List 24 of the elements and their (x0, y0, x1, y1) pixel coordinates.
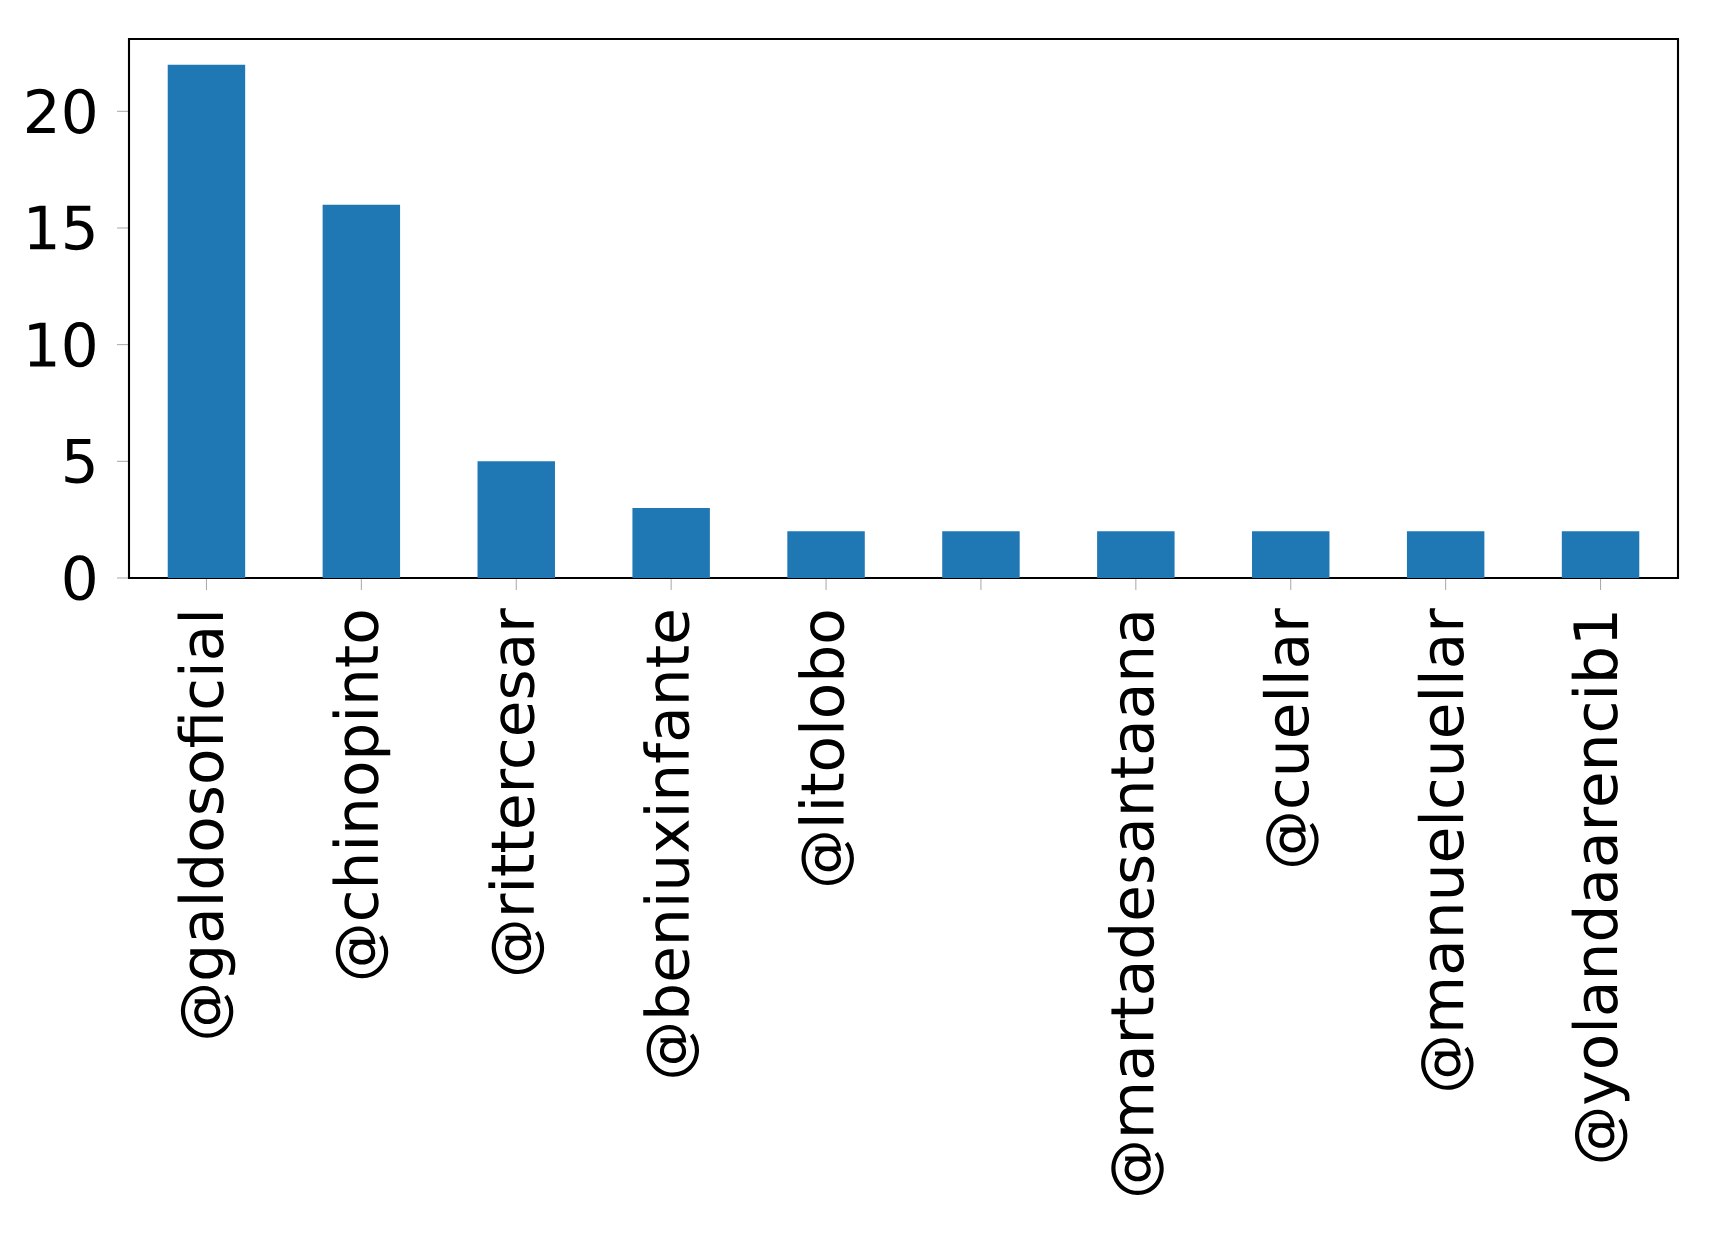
y-tick-label: 10 (29, 322, 95, 368)
y-tick-label: 15 (29, 205, 94, 251)
bar (942, 531, 1020, 578)
bar (1406, 531, 1485, 578)
bar (787, 531, 865, 578)
x-tick-label: @cuellar (1262, 608, 1319, 866)
bar (477, 461, 555, 578)
y-tick-label: 5 (65, 439, 94, 484)
bar (1561, 531, 1640, 578)
x-tick-label: @chinopinto (332, 611, 391, 979)
x-tick-label: @litolobo (798, 611, 854, 885)
bar (167, 64, 246, 578)
bar (1097, 531, 1175, 578)
x-tick-label: @rittercesar (488, 608, 545, 975)
bar (632, 507, 710, 578)
x-tick-label: @manuelcuellar (1417, 608, 1474, 1090)
y-tick-label: 20 (27, 88, 95, 134)
bar (322, 204, 401, 578)
bar (1252, 531, 1330, 578)
x-tick-label: @yolandaarencib1 (1571, 613, 1630, 1162)
x-tick-label: @galdosoficial (177, 613, 236, 1038)
x-tick-label: @beniuxinfante (643, 611, 700, 1077)
x-tick-label: @martadesantaana (1107, 613, 1164, 1195)
y-tick-label: 0 (64, 555, 95, 601)
